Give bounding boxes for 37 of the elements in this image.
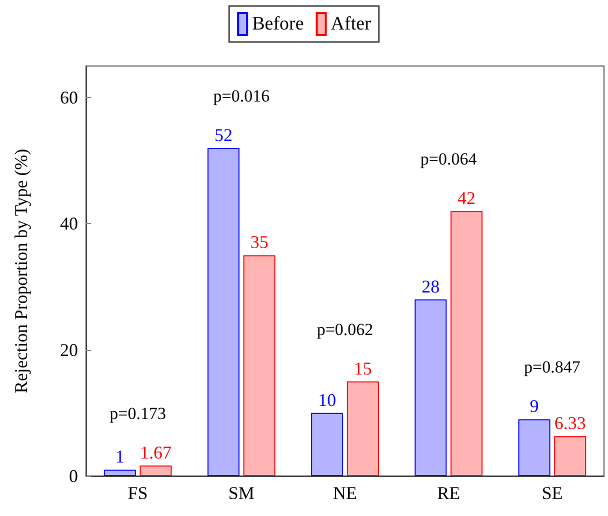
y-tick-label: 0 xyxy=(69,466,78,486)
bar xyxy=(140,465,172,476)
bar xyxy=(104,470,136,476)
data-label: 15 xyxy=(354,358,372,378)
data-label: 1 xyxy=(115,446,124,467)
annotation: p=0.062 xyxy=(316,320,374,339)
legend-label: Before xyxy=(252,14,304,34)
bar xyxy=(554,436,586,476)
bar xyxy=(243,255,276,476)
annotation: p=0.016 xyxy=(213,86,270,106)
bar xyxy=(346,381,379,476)
x-tick-label: NE xyxy=(333,483,357,503)
x-tick-label: RE xyxy=(437,483,460,503)
data-label: 1.67 xyxy=(140,442,172,462)
y-tick-label: 20 xyxy=(60,340,78,360)
annotation: p=0.064 xyxy=(420,150,478,169)
annotation: p=0.847 xyxy=(524,358,581,377)
bar xyxy=(518,419,550,476)
y-tick-label: 40 xyxy=(60,214,78,234)
data-label: 9 xyxy=(530,396,539,416)
bar xyxy=(414,299,447,476)
annotation: p=0.173 xyxy=(110,404,166,423)
y-axis-title: Rejection Proportion by Type (%) xyxy=(11,148,31,394)
x-tick-label: SM xyxy=(228,483,254,503)
data-label: 10 xyxy=(318,390,336,410)
x-tick-label: SE xyxy=(542,483,563,503)
x-tick-label: FS xyxy=(128,483,148,503)
data-label: 52 xyxy=(214,125,232,145)
bar xyxy=(311,412,344,476)
data-label: 28 xyxy=(422,276,440,296)
bar xyxy=(450,211,483,476)
bar xyxy=(207,148,240,476)
legend-label: After xyxy=(330,14,372,34)
data-label: 6.33 xyxy=(554,413,586,434)
data-label: 35 xyxy=(250,232,268,252)
data-label: 42 xyxy=(458,188,476,208)
y-tick-label: 60 xyxy=(60,88,78,108)
